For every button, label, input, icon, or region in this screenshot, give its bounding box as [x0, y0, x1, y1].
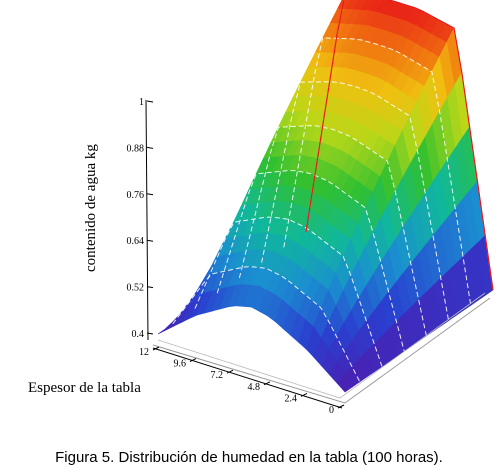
surface-back-edge — [305, 0, 494, 291]
moisture-surface — [157, 0, 494, 393]
z-axis-ticks: 0.4 0.52 0.64 0.76 0.88 1 — [127, 97, 154, 340]
y-tick-mark — [189, 358, 197, 363]
y-tick-mark — [337, 404, 345, 409]
z-tick-mark — [146, 332, 154, 335]
y-tick-mark — [300, 392, 308, 397]
z-axis-label: contenido de agua kg — [83, 144, 99, 272]
surface-contour-line — [216, 170, 405, 352]
y-tick-label: 4.8 — [248, 382, 261, 393]
surface-contour-line — [283, 37, 472, 306]
y-tick-label: 7.2 — [211, 370, 224, 381]
z-axis — [145, 99, 149, 341]
surface-contour-line — [238, 125, 427, 337]
z-tick-mark — [146, 193, 154, 196]
y-axis-ticks: 12 9.6 7.2 4.8 2.4 0 — [139, 346, 345, 416]
y-tick-mark — [152, 346, 160, 351]
y-axis-label: Espesor de la tabla — [28, 380, 141, 396]
y-tick-label: 0 — [329, 405, 334, 416]
y-tick-label: 2.4 — [285, 393, 298, 404]
y-tick-mark — [226, 369, 234, 374]
floor-outline-inner — [157, 292, 486, 399]
z-tick-label: 0.4 — [132, 329, 145, 340]
z-tick-mark — [146, 286, 154, 289]
z-tick-mark — [146, 100, 154, 103]
surface-contour-line — [194, 216, 383, 367]
y-tick-mark — [263, 381, 271, 386]
z-tick-label: 0.76 — [127, 190, 145, 201]
figure-caption: Figura 5. Distribución de humedad en la … — [55, 449, 443, 466]
surface-contour-line — [172, 266, 361, 383]
z-tick-mark — [146, 146, 154, 149]
z-tick-label: 0.88 — [127, 143, 145, 154]
floor-outline — [152, 297, 491, 404]
y-axis — [152, 347, 343, 409]
z-tick-mark — [146, 239, 154, 242]
y-tick-label: 9.6 — [174, 359, 187, 370]
y-tick-label: 12 — [139, 347, 149, 358]
z-tick-label: 0.52 — [127, 283, 145, 294]
surface-contour-line — [261, 81, 450, 321]
surface-patch — [336, 374, 353, 393]
z-tick-label: 1 — [139, 97, 144, 108]
z-tick-label: 0.64 — [127, 236, 145, 247]
